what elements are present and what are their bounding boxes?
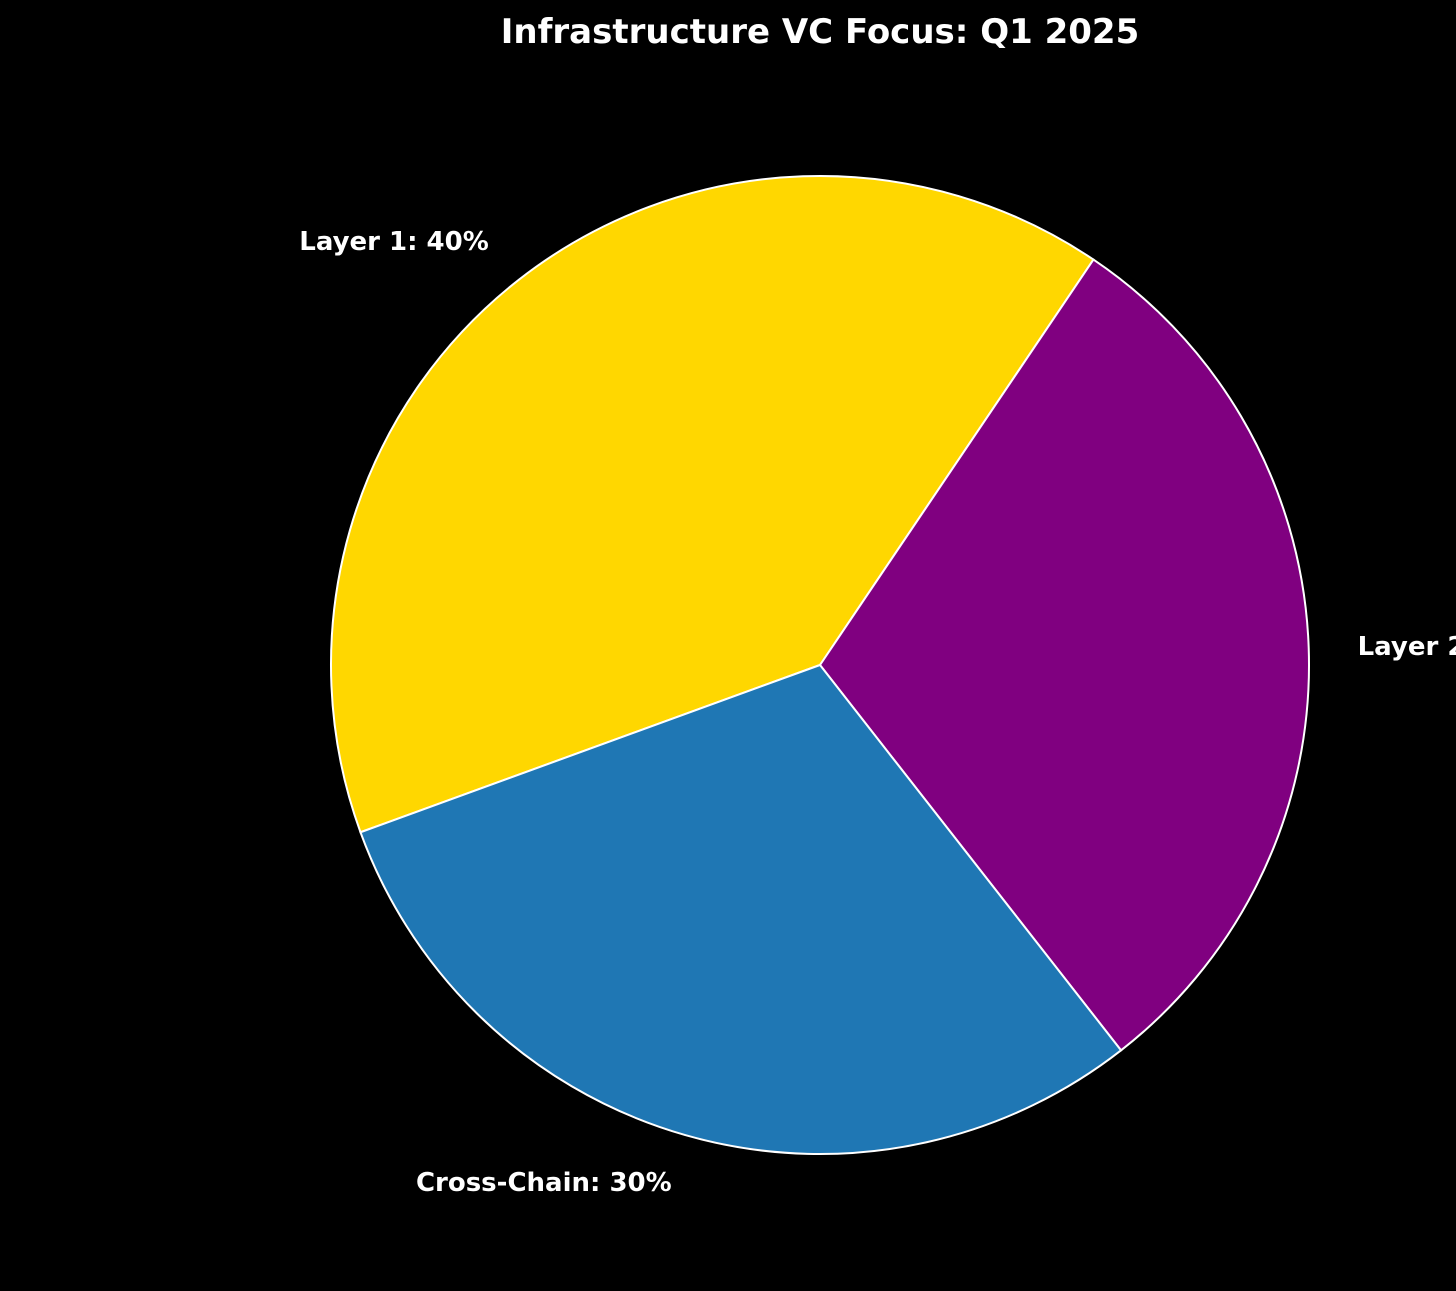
chart-title: Infrastructure VC Focus: Q1 2025 bbox=[501, 12, 1139, 52]
pie-slices bbox=[330, 175, 1310, 1156]
pie-labels: Layer 1: 40% Layer 2: 30% Cross-Chain: 30% bbox=[299, 227, 1456, 1198]
pie-label-layer-1: Layer 1: 40% bbox=[299, 227, 489, 257]
pie-slice-cross-chain bbox=[359, 663, 1123, 1156]
pie-slice-layer-2 bbox=[818, 258, 1310, 1052]
pie-slice-layer-1 bbox=[330, 175, 1095, 834]
pie-label-layer-2: Layer 2: 30% bbox=[1358, 632, 1456, 662]
pie-label-cross-chain: Cross-Chain: 30% bbox=[416, 1168, 672, 1198]
